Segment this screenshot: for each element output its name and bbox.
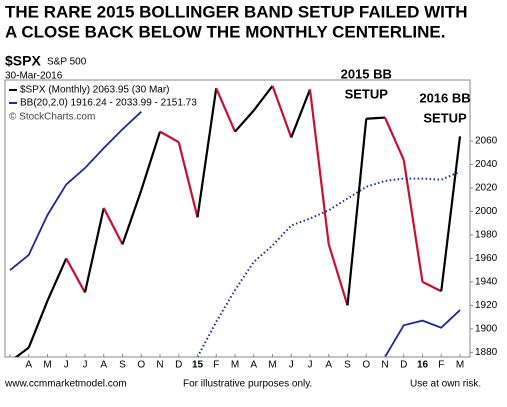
x-tick-label: O bbox=[362, 360, 370, 371]
x-tick-label: A bbox=[25, 360, 32, 371]
x-tick-label: O bbox=[137, 360, 145, 371]
price-segment bbox=[65, 257, 86, 293]
price-segment bbox=[440, 136, 462, 292]
price-segment bbox=[290, 88, 312, 138]
credit: © StockCharts.com bbox=[9, 112, 95, 123]
price-segment bbox=[383, 117, 405, 161]
x-tick-label: A bbox=[100, 360, 107, 371]
price-segment bbox=[346, 118, 368, 306]
price-segment bbox=[402, 159, 424, 283]
symbol: $SPX bbox=[5, 53, 41, 69]
x-tick-label: M bbox=[231, 360, 239, 371]
y-tick-label: 1880 bbox=[475, 347, 498, 358]
y-tick-label: 2060 bbox=[475, 136, 498, 147]
price-segment bbox=[234, 109, 255, 133]
x-tick-label: F bbox=[213, 360, 219, 371]
x-tick-label: S bbox=[344, 360, 351, 371]
x-tick-label: M bbox=[456, 360, 464, 371]
annotation: SETUP bbox=[423, 110, 467, 125]
price-segment bbox=[252, 85, 274, 112]
price-segment bbox=[196, 88, 218, 218]
bollinger-lower bbox=[384, 309, 461, 357]
price-segment bbox=[271, 85, 293, 138]
annotation: SETUP bbox=[345, 86, 389, 101]
price-segment bbox=[422, 280, 442, 293]
chart-title: THE RARE 2015 BOLLINGER BAND SETUP FAILE… bbox=[5, 2, 468, 21]
x-tick-label: J bbox=[83, 360, 88, 371]
y-tick-label: 2040 bbox=[475, 159, 498, 170]
price-segment bbox=[14, 346, 30, 357]
y-tick-label: 1900 bbox=[475, 323, 498, 334]
bollinger-upper bbox=[9, 111, 142, 271]
plot-frame bbox=[4, 79, 471, 358]
price-segment bbox=[366, 116, 386, 120]
price-segment bbox=[159, 130, 180, 144]
x-tick-label: M bbox=[268, 360, 276, 371]
legend-label: $SPX (Monthly) 2063.95 (30 Mar) bbox=[20, 85, 170, 96]
y-tick-label: 1940 bbox=[475, 277, 498, 288]
price-segment bbox=[215, 87, 237, 133]
x-tick-label: J bbox=[289, 360, 294, 371]
x-tick-label: F bbox=[438, 360, 444, 371]
price-segment bbox=[102, 207, 124, 245]
x-tick-label: S bbox=[119, 360, 126, 371]
price-segment bbox=[177, 141, 199, 218]
price-segment bbox=[27, 300, 49, 349]
price-segment bbox=[308, 89, 330, 245]
chart-title: A CLOSE BACK BELOW THE MONTHLY CENTERLIN… bbox=[5, 22, 445, 41]
annotation: 2016 BB bbox=[419, 90, 470, 105]
x-tick-label: D bbox=[400, 360, 407, 371]
x-tick-label: J bbox=[64, 360, 69, 371]
price-segment bbox=[140, 131, 162, 191]
y-tick-label: 1960 bbox=[475, 253, 498, 264]
footer: For illustrative purposes only. bbox=[183, 379, 312, 390]
price-segment bbox=[46, 257, 68, 302]
x-tick-label: M bbox=[43, 360, 51, 371]
x-tick-label: 16 bbox=[417, 360, 429, 371]
annotation: 2015 BB bbox=[341, 66, 392, 81]
price-segment bbox=[83, 207, 105, 293]
symbol-name: S&P 500 bbox=[47, 57, 87, 68]
x-tick-label: J bbox=[308, 360, 313, 371]
x-tick-label: N bbox=[381, 360, 388, 371]
y-tick-label: 1920 bbox=[475, 300, 498, 311]
footer: Use at own risk. bbox=[410, 379, 481, 390]
price-segment bbox=[327, 243, 349, 306]
price-segment bbox=[121, 189, 143, 245]
legend-label: BB(20,2.0) 1916.24 - 2033.99 - 2151.73 bbox=[20, 98, 197, 109]
footer: www.ccmmarketmodel.com bbox=[4, 379, 127, 390]
x-tick-label: N bbox=[156, 360, 163, 371]
y-tick-label: 2020 bbox=[475, 183, 498, 194]
date: 30-Mar-2016 bbox=[5, 71, 63, 82]
x-tick-label: 15 bbox=[192, 360, 204, 371]
x-tick-label: A bbox=[250, 360, 257, 371]
x-tick-label: A bbox=[325, 360, 332, 371]
y-tick-label: 2000 bbox=[475, 206, 498, 217]
plot bbox=[9, 85, 462, 357]
y-tick-label: 1980 bbox=[475, 230, 498, 241]
x-tick-label: D bbox=[175, 360, 182, 371]
